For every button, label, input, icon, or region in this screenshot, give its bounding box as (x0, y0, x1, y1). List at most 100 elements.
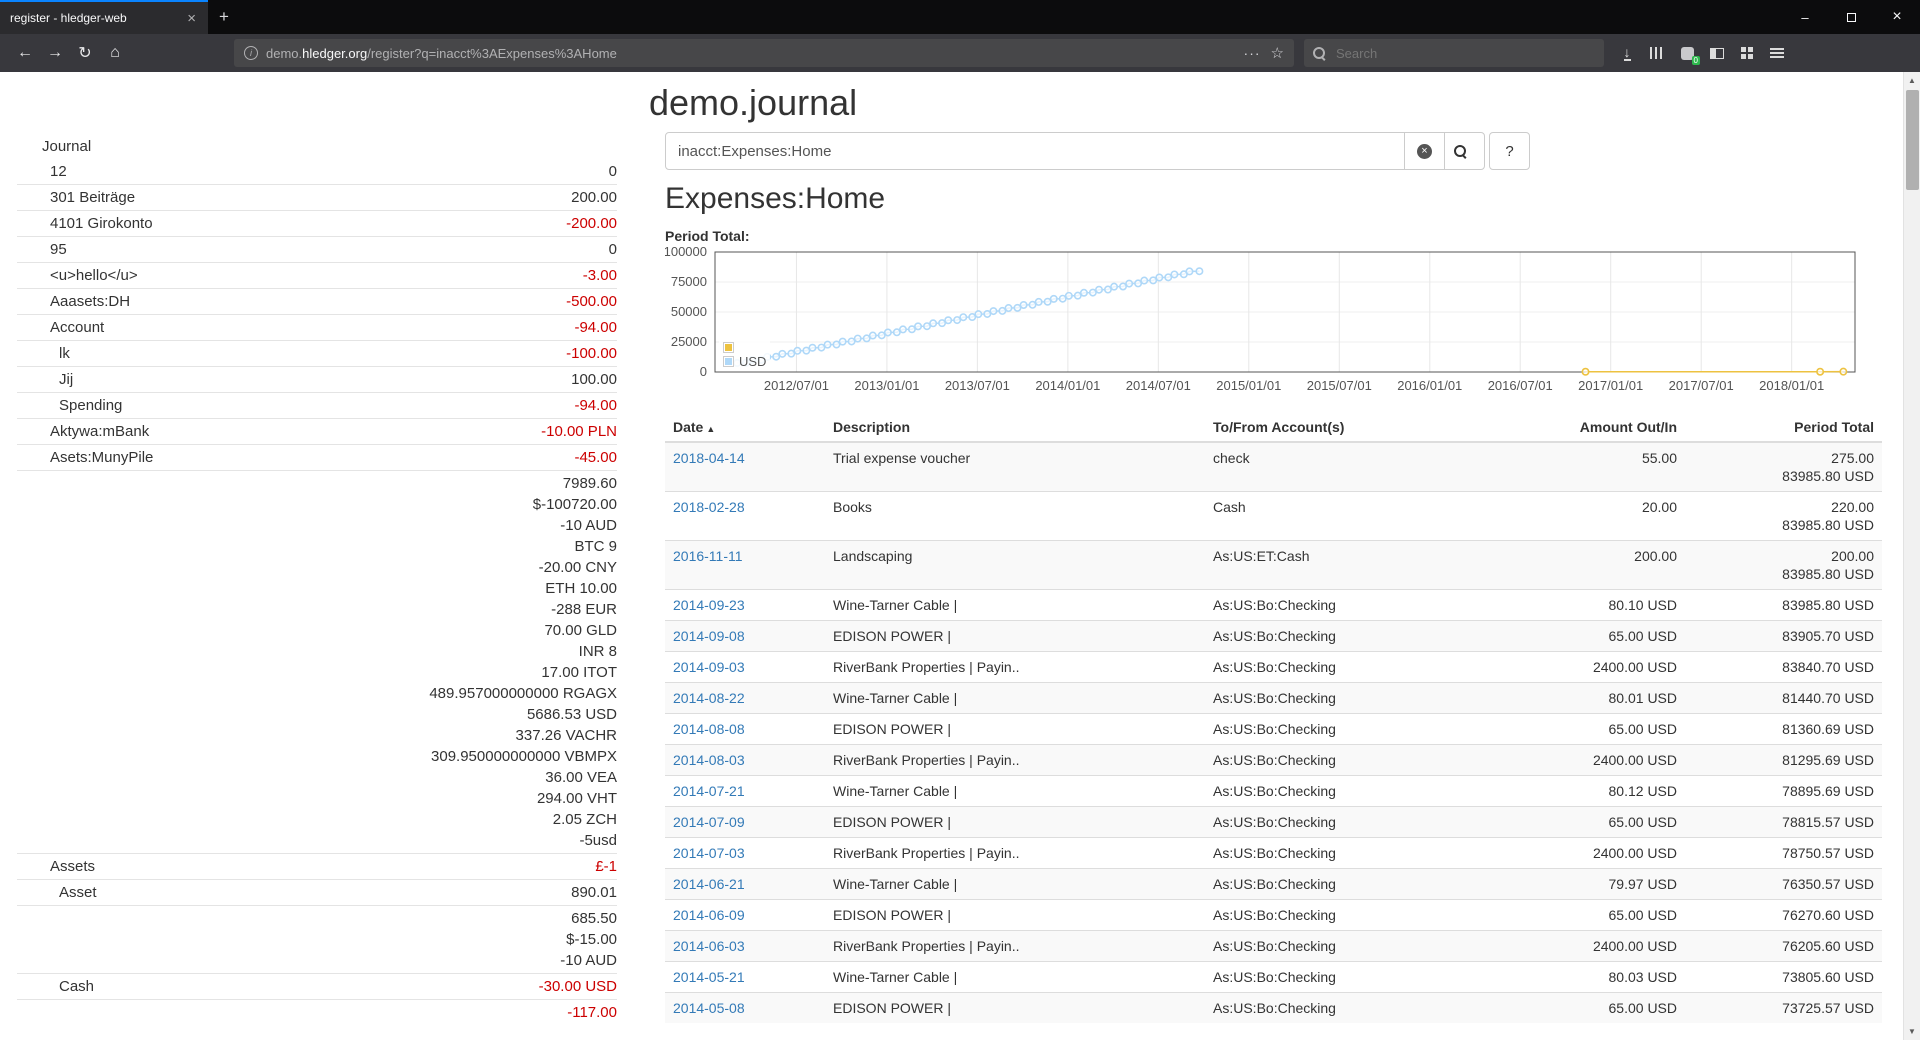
balance-amount: -3.00 (138, 265, 617, 286)
balance-amount: -10 AUD (50, 515, 617, 536)
register-date-cell: 2014-06-03 (665, 931, 825, 962)
clear-query-button[interactable]: × (1404, 132, 1445, 170)
account-link[interactable]: Aaasets:DH (17, 291, 130, 312)
balance-amount: -10.00 PLN (149, 421, 617, 442)
register-account-cell: As:US:Bo:Checking (1205, 590, 1515, 621)
menu-button[interactable] (1762, 39, 1792, 67)
account-link[interactable]: lk (17, 343, 70, 364)
maximize-restore-button[interactable] (1828, 0, 1874, 34)
page-scrollbar[interactable]: ▲ ▼ (1903, 72, 1920, 1040)
transaction-date-link[interactable]: 2014-06-09 (673, 907, 745, 923)
balance-amount: -10 AUD (59, 950, 617, 971)
browser-search-box[interactable] (1304, 39, 1604, 67)
balance-amount: 337.26 VACHR (50, 725, 617, 746)
register-date-cell: 2014-06-09 (665, 900, 825, 931)
minimize-button[interactable]: – (1782, 0, 1828, 34)
account-link[interactable]: Assets (17, 856, 95, 877)
apps-grid-button[interactable] (1732, 39, 1762, 67)
transaction-date-link[interactable]: 2014-08-08 (673, 721, 745, 737)
account-link[interactable]: 4101 Girokonto (17, 213, 153, 234)
scroll-up-arrow[interactable]: ▲ (1904, 72, 1920, 89)
balance-amount: 70.00 GLD (50, 620, 617, 641)
balance-amount: 489.957000000000 RGAGX (50, 683, 617, 704)
scrollbar-thumb[interactable] (1906, 90, 1919, 190)
register-description-cell: EDISON POWER | (825, 993, 1205, 1024)
account-link[interactable]: Aktywa:mBank (17, 421, 149, 442)
transaction-date-link[interactable]: 2014-08-22 (673, 690, 745, 706)
library-button[interactable] (1642, 39, 1672, 67)
new-tab-button[interactable]: + (208, 0, 240, 34)
tab-close-icon[interactable]: × (185, 10, 198, 27)
transaction-date-link[interactable]: 2014-05-08 (673, 1000, 745, 1016)
transaction-date-link[interactable]: 2018-02-28 (673, 499, 745, 515)
back-button[interactable]: ← (10, 39, 40, 67)
sidebar-toggle-button[interactable] (1702, 39, 1732, 67)
reload-button[interactable]: ↻ (70, 39, 100, 67)
sidebar-toggle-icon (1710, 48, 1724, 59)
balance-amount: 309.950000000000 VBMPX (50, 746, 617, 767)
browser-navbar: ← → ↻ ⌂ i demo.hledger.org/register?q=in… (0, 34, 1920, 72)
account-link[interactable]: <u>hello</u> (17, 265, 138, 286)
transaction-date-link[interactable]: 2014-09-23 (673, 597, 745, 613)
account-balance: -94.00 (104, 317, 617, 338)
column-header-date[interactable]: Date▲ (665, 413, 825, 442)
journal-link[interactable]: Journal (17, 136, 91, 157)
account-link[interactable]: Jij (17, 369, 73, 390)
transaction-date-link[interactable]: 2014-05-21 (673, 969, 745, 985)
register-description-cell: Books (825, 492, 1205, 541)
search-icon (1313, 47, 1326, 60)
site-info-icon[interactable]: i (244, 46, 258, 60)
transaction-date-link[interactable]: 2018-04-14 (673, 450, 745, 466)
register-description-cell: RiverBank Properties | Payin.. (825, 652, 1205, 683)
extension-button[interactable]: 0 (1672, 39, 1702, 67)
svg-text:2015/01/01: 2015/01/01 (1216, 378, 1281, 393)
account-link[interactable]: Asets:MunyPile (17, 447, 153, 468)
page-actions-icon[interactable]: ··· (1244, 45, 1261, 61)
account-link[interactable]: Cash (17, 976, 94, 997)
sidebar-account-row: Cash-30.00 USD (17, 973, 617, 999)
transaction-date-link[interactable]: 2016-11-11 (673, 548, 743, 564)
register-total-cell: 76205.60 USD (1685, 931, 1882, 962)
search-submit-button[interactable] (1444, 132, 1485, 170)
transaction-date-link[interactable]: 2014-07-03 (673, 845, 745, 861)
transaction-date-link[interactable]: 2014-09-03 (673, 659, 745, 675)
browser-titlebar: register - hledger-web × + – × (0, 0, 1920, 34)
forward-button[interactable]: → (40, 39, 70, 67)
account-balance: 685.50$-15.00-10 AUD (59, 908, 617, 971)
account-link[interactable]: 95 (17, 239, 67, 260)
register-total-cell: 81440.70 USD (1685, 683, 1882, 714)
account-link[interactable]: 12 (17, 161, 67, 182)
register-total-cell: 78895.69 USD (1685, 776, 1882, 807)
balance-amount: 100.00 (73, 369, 617, 390)
svg-text:100000: 100000 (665, 247, 707, 259)
hamburger-menu-icon (1770, 48, 1784, 58)
register-description-cell: RiverBank Properties | Payin.. (825, 745, 1205, 776)
downloads-button[interactable]: ↓ (1612, 39, 1642, 67)
transaction-date-link[interactable]: 2014-06-21 (673, 876, 745, 892)
transaction-date-link[interactable]: 2014-09-08 (673, 628, 745, 644)
account-link[interactable]: Account (17, 317, 104, 338)
reload-icon: ↻ (78, 43, 91, 63)
browser-search-input[interactable] (1334, 45, 1574, 62)
transaction-date-link[interactable]: 2014-07-09 (673, 814, 745, 830)
transaction-date-link[interactable]: 2014-06-03 (673, 938, 745, 954)
url-bar[interactable]: i demo.hledger.org/register?q=inacct%3AE… (234, 39, 1294, 67)
home-button[interactable]: ⌂ (100, 39, 130, 67)
account-link[interactable]: Asset (17, 882, 97, 903)
svg-text:2012/07/01: 2012/07/01 (764, 378, 829, 393)
help-button[interactable]: ? (1489, 132, 1530, 170)
browser-tab[interactable]: register - hledger-web × (0, 0, 208, 34)
bookmark-star-icon[interactable]: ☆ (1271, 44, 1284, 62)
close-button[interactable]: × (1874, 0, 1920, 34)
scroll-down-arrow[interactable]: ▼ (1904, 1023, 1920, 1040)
transaction-date-link[interactable]: 2014-07-21 (673, 783, 745, 799)
transaction-date-link[interactable]: 2014-08-03 (673, 752, 745, 768)
account-link[interactable]: Spending (17, 395, 122, 416)
account-link[interactable]: 301 Beiträge (17, 187, 135, 208)
query-input[interactable] (665, 132, 1405, 170)
svg-text:2013/01/01: 2013/01/01 (854, 378, 919, 393)
